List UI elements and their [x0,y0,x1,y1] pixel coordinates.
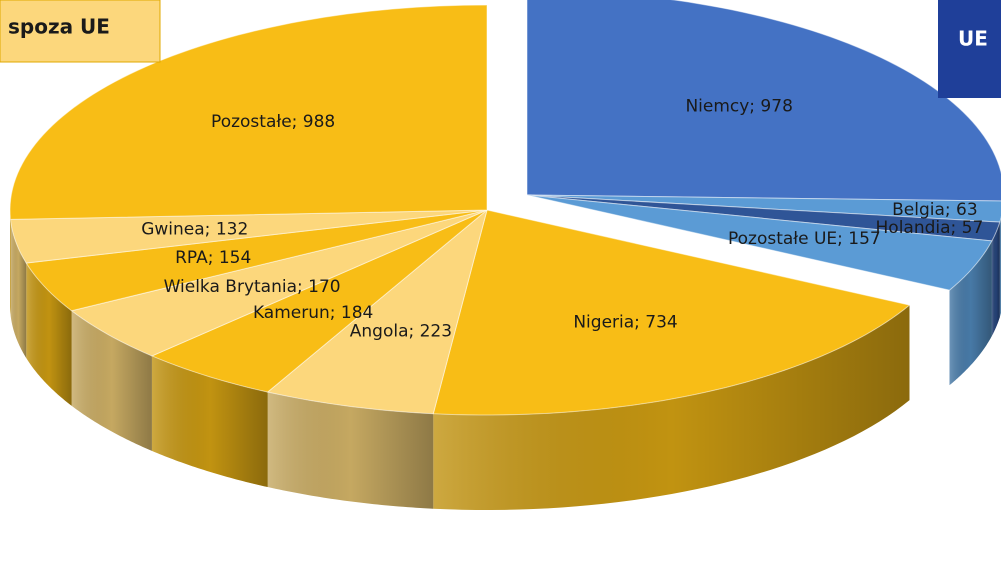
slice: Wielka Brytania [70,209,488,357]
slice: Angola [266,208,488,415]
data-label: Wielka Brytania; 170 [164,277,341,297]
slice-side-shade [26,263,72,406]
data-label: Pozostałe UE; 157 [728,229,881,249]
title-box [0,0,161,63]
slice-side-shade [151,355,268,488]
data-label: Holandia; 57 [876,218,984,238]
slice-side-shade [10,210,11,315]
data-label: Belgia; 63 [892,200,978,220]
slice-side-shade [949,240,992,386]
pie: NiemcyBelgiaHolandiaPozostałe UENigeriaA… [9,0,1001,510]
slice-side-shade [991,222,1000,336]
chart-title: spoza UE [8,15,110,39]
slice-side-shade [10,219,27,359]
data-label: Kamerun; 184 [253,303,373,323]
slice: RPA [25,209,488,312]
data-label: Nigeria; 734 [573,312,677,332]
data-label: Angola; 223 [350,322,452,342]
slice-side-shade [71,310,152,451]
slice: Pozostałe UE [526,194,993,291]
slice-side-shade [267,392,434,509]
slice: Nigeria [432,209,911,416]
slice: Niemcy [526,0,1001,202]
data-label: RPA; 154 [175,248,251,268]
data-label: Pozostałe; 988 [211,112,335,132]
logo-text: UE [958,27,988,51]
slice: Gwinea [9,209,488,264]
slice-side-shade [433,305,910,510]
data-label: Niemcy; 978 [685,96,792,116]
slice: Pozostałe [9,4,488,220]
slice: Kamerun [150,209,488,393]
eu-logo [938,0,1001,98]
data-label: Gwinea; 132 [141,219,248,239]
